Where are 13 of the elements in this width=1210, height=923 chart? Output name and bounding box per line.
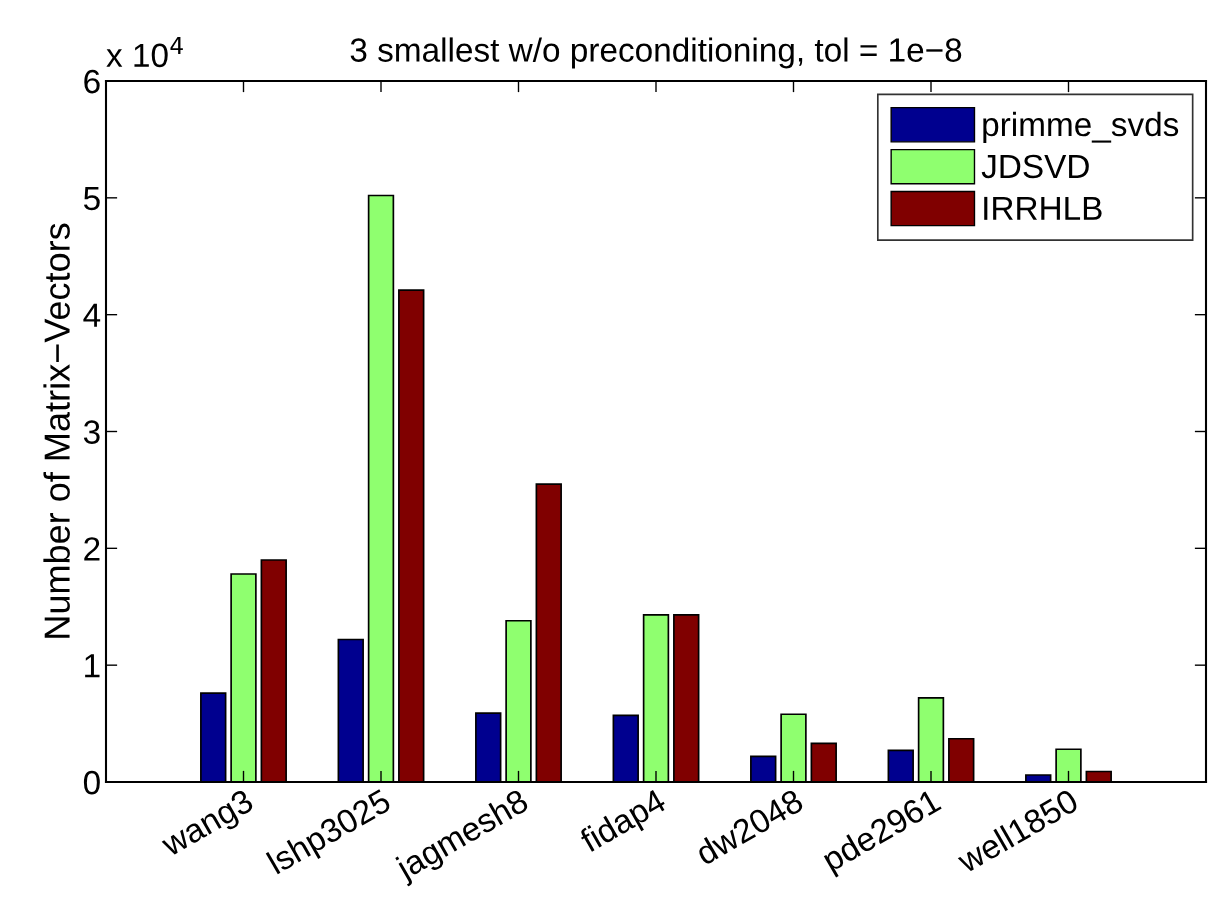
y-axis-title: Number of Matrix−Vectors xyxy=(43,223,70,638)
legend-label: IRRHLB xyxy=(984,196,1102,220)
y-tick-label: 2 xyxy=(84,537,100,561)
y-tick-label: 1 xyxy=(85,654,100,678)
legend-label: JDSVD xyxy=(981,154,1089,179)
y-tick-label: 3 xyxy=(83,420,100,444)
chart-title: 3 smallest w/o preconditioning, tol = 1e−8 xyxy=(350,37,962,69)
y-tick-label: 6 xyxy=(84,69,100,94)
text: x 10$^{4}$ xyxy=(106,37,183,68)
y-tick-label: 0 xyxy=(83,770,100,795)
y-tick-label: 4 xyxy=(83,303,101,327)
legend-label: primme_svds xyxy=(983,111,1179,143)
y-tick-label: 5 xyxy=(83,186,100,211)
